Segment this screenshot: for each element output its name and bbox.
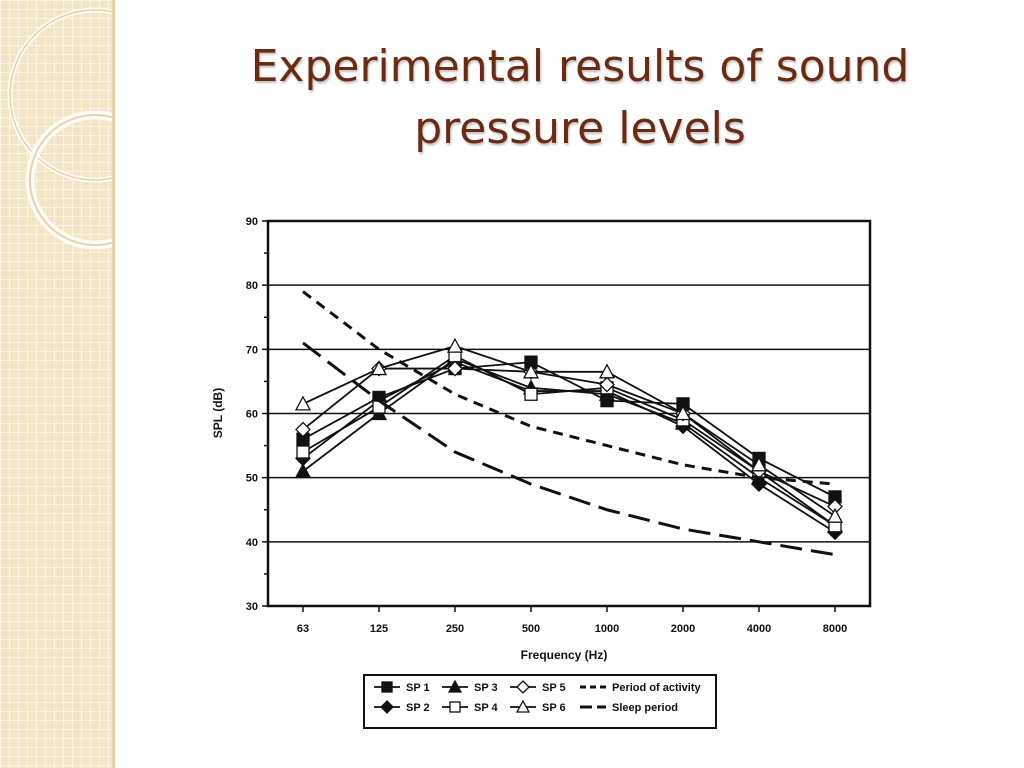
data-point bbox=[295, 421, 311, 438]
spl-chart: 30 40 50 60 70 80 90 63 125 250 500 1000 2000 4000 80… bbox=[200, 200, 900, 730]
data-point bbox=[599, 376, 615, 393]
y-tick-label: 70 bbox=[246, 344, 258, 356]
x-axis-label: Frequency (Hz) bbox=[521, 648, 608, 662]
y-tick-label: 40 bbox=[246, 537, 258, 549]
legend-label: SP 2 bbox=[406, 702, 430, 714]
x-tick-label: 1000 bbox=[595, 623, 619, 635]
legend-entry: SP 3 bbox=[442, 679, 498, 694]
series-lines bbox=[294, 290, 844, 557]
legend-entry: Period of activity bbox=[580, 682, 702, 694]
legend: SP 1 SP 2 SP 3 SP 4 SP 5 SP 6 Period of activi… bbox=[363, 674, 717, 729]
data-point bbox=[515, 699, 531, 713]
series-period-of-activity bbox=[302, 290, 836, 486]
data-point bbox=[446, 337, 464, 353]
data-point bbox=[370, 360, 388, 376]
series-line bbox=[302, 367, 836, 508]
data-point bbox=[381, 681, 393, 693]
legend-entry: SP 5 bbox=[510, 680, 566, 694]
legend-box bbox=[363, 674, 717, 729]
data-point bbox=[447, 679, 463, 693]
legend-label: SP 1 bbox=[406, 682, 430, 694]
series-line bbox=[302, 290, 836, 486]
y-axis-label: SPL (dB) bbox=[211, 388, 225, 438]
legend-label: Period of activity bbox=[612, 682, 702, 694]
legend-entry: Sleep period bbox=[580, 702, 678, 714]
data-point bbox=[294, 395, 312, 411]
x-tick-label: 125 bbox=[370, 623, 388, 635]
legend-entry: SP 1 bbox=[374, 681, 430, 694]
x-tick-label: 250 bbox=[446, 623, 464, 635]
data-point bbox=[674, 405, 692, 421]
data-point bbox=[516, 680, 530, 694]
legend-label: SP 3 bbox=[474, 682, 498, 694]
legend-label: SP 4 bbox=[474, 702, 499, 714]
legend-label: SP 5 bbox=[542, 682, 566, 694]
data-point bbox=[449, 701, 461, 713]
data-point bbox=[294, 462, 312, 478]
legend-entry: SP 4 bbox=[442, 701, 499, 714]
legend-entry: SP 2 bbox=[374, 700, 430, 714]
y-tick-label: 30 bbox=[246, 601, 258, 613]
x-tick-label: 2000 bbox=[671, 623, 695, 635]
data-point bbox=[524, 387, 538, 401]
y-tick-label: 50 bbox=[246, 473, 258, 485]
y-tick-label: 60 bbox=[246, 409, 258, 421]
legend-label: SP 6 bbox=[542, 702, 566, 714]
series-line bbox=[302, 341, 836, 557]
x-tick-label: 4000 bbox=[747, 623, 771, 635]
x-tick-label: 8000 bbox=[823, 623, 847, 635]
y-ticks: 30 40 50 60 70 80 90 bbox=[246, 216, 268, 613]
sidebar-decoration bbox=[0, 0, 115, 768]
data-point bbox=[598, 363, 616, 379]
legend-entry: SP 6 bbox=[510, 699, 566, 714]
data-point bbox=[296, 445, 310, 459]
data-point bbox=[380, 700, 394, 714]
series-line bbox=[302, 345, 836, 517]
data-point bbox=[826, 507, 844, 523]
series-line bbox=[302, 361, 836, 498]
data-point bbox=[522, 363, 540, 379]
x-ticks: 63 125 250 500 1000 2000 4000 8000 bbox=[297, 606, 847, 635]
series-sp-6 bbox=[294, 337, 844, 523]
legend-label: Sleep period bbox=[612, 702, 678, 714]
y-tick-label: 80 bbox=[246, 280, 258, 292]
x-tick-label: 500 bbox=[522, 623, 540, 635]
slide-title: Experimental results of sound pressure l… bbox=[250, 41, 910, 154]
data-point bbox=[750, 456, 768, 472]
y-tick-label: 90 bbox=[246, 216, 258, 228]
chart-svg: 30 40 50 60 70 80 90 63 125 250 500 1000 2000 4000 80… bbox=[211, 216, 872, 729]
decorative-rings bbox=[7, 7, 112, 250]
series-sleep-period bbox=[302, 341, 836, 557]
x-tick-label: 63 bbox=[297, 623, 309, 635]
data-point bbox=[447, 360, 463, 377]
